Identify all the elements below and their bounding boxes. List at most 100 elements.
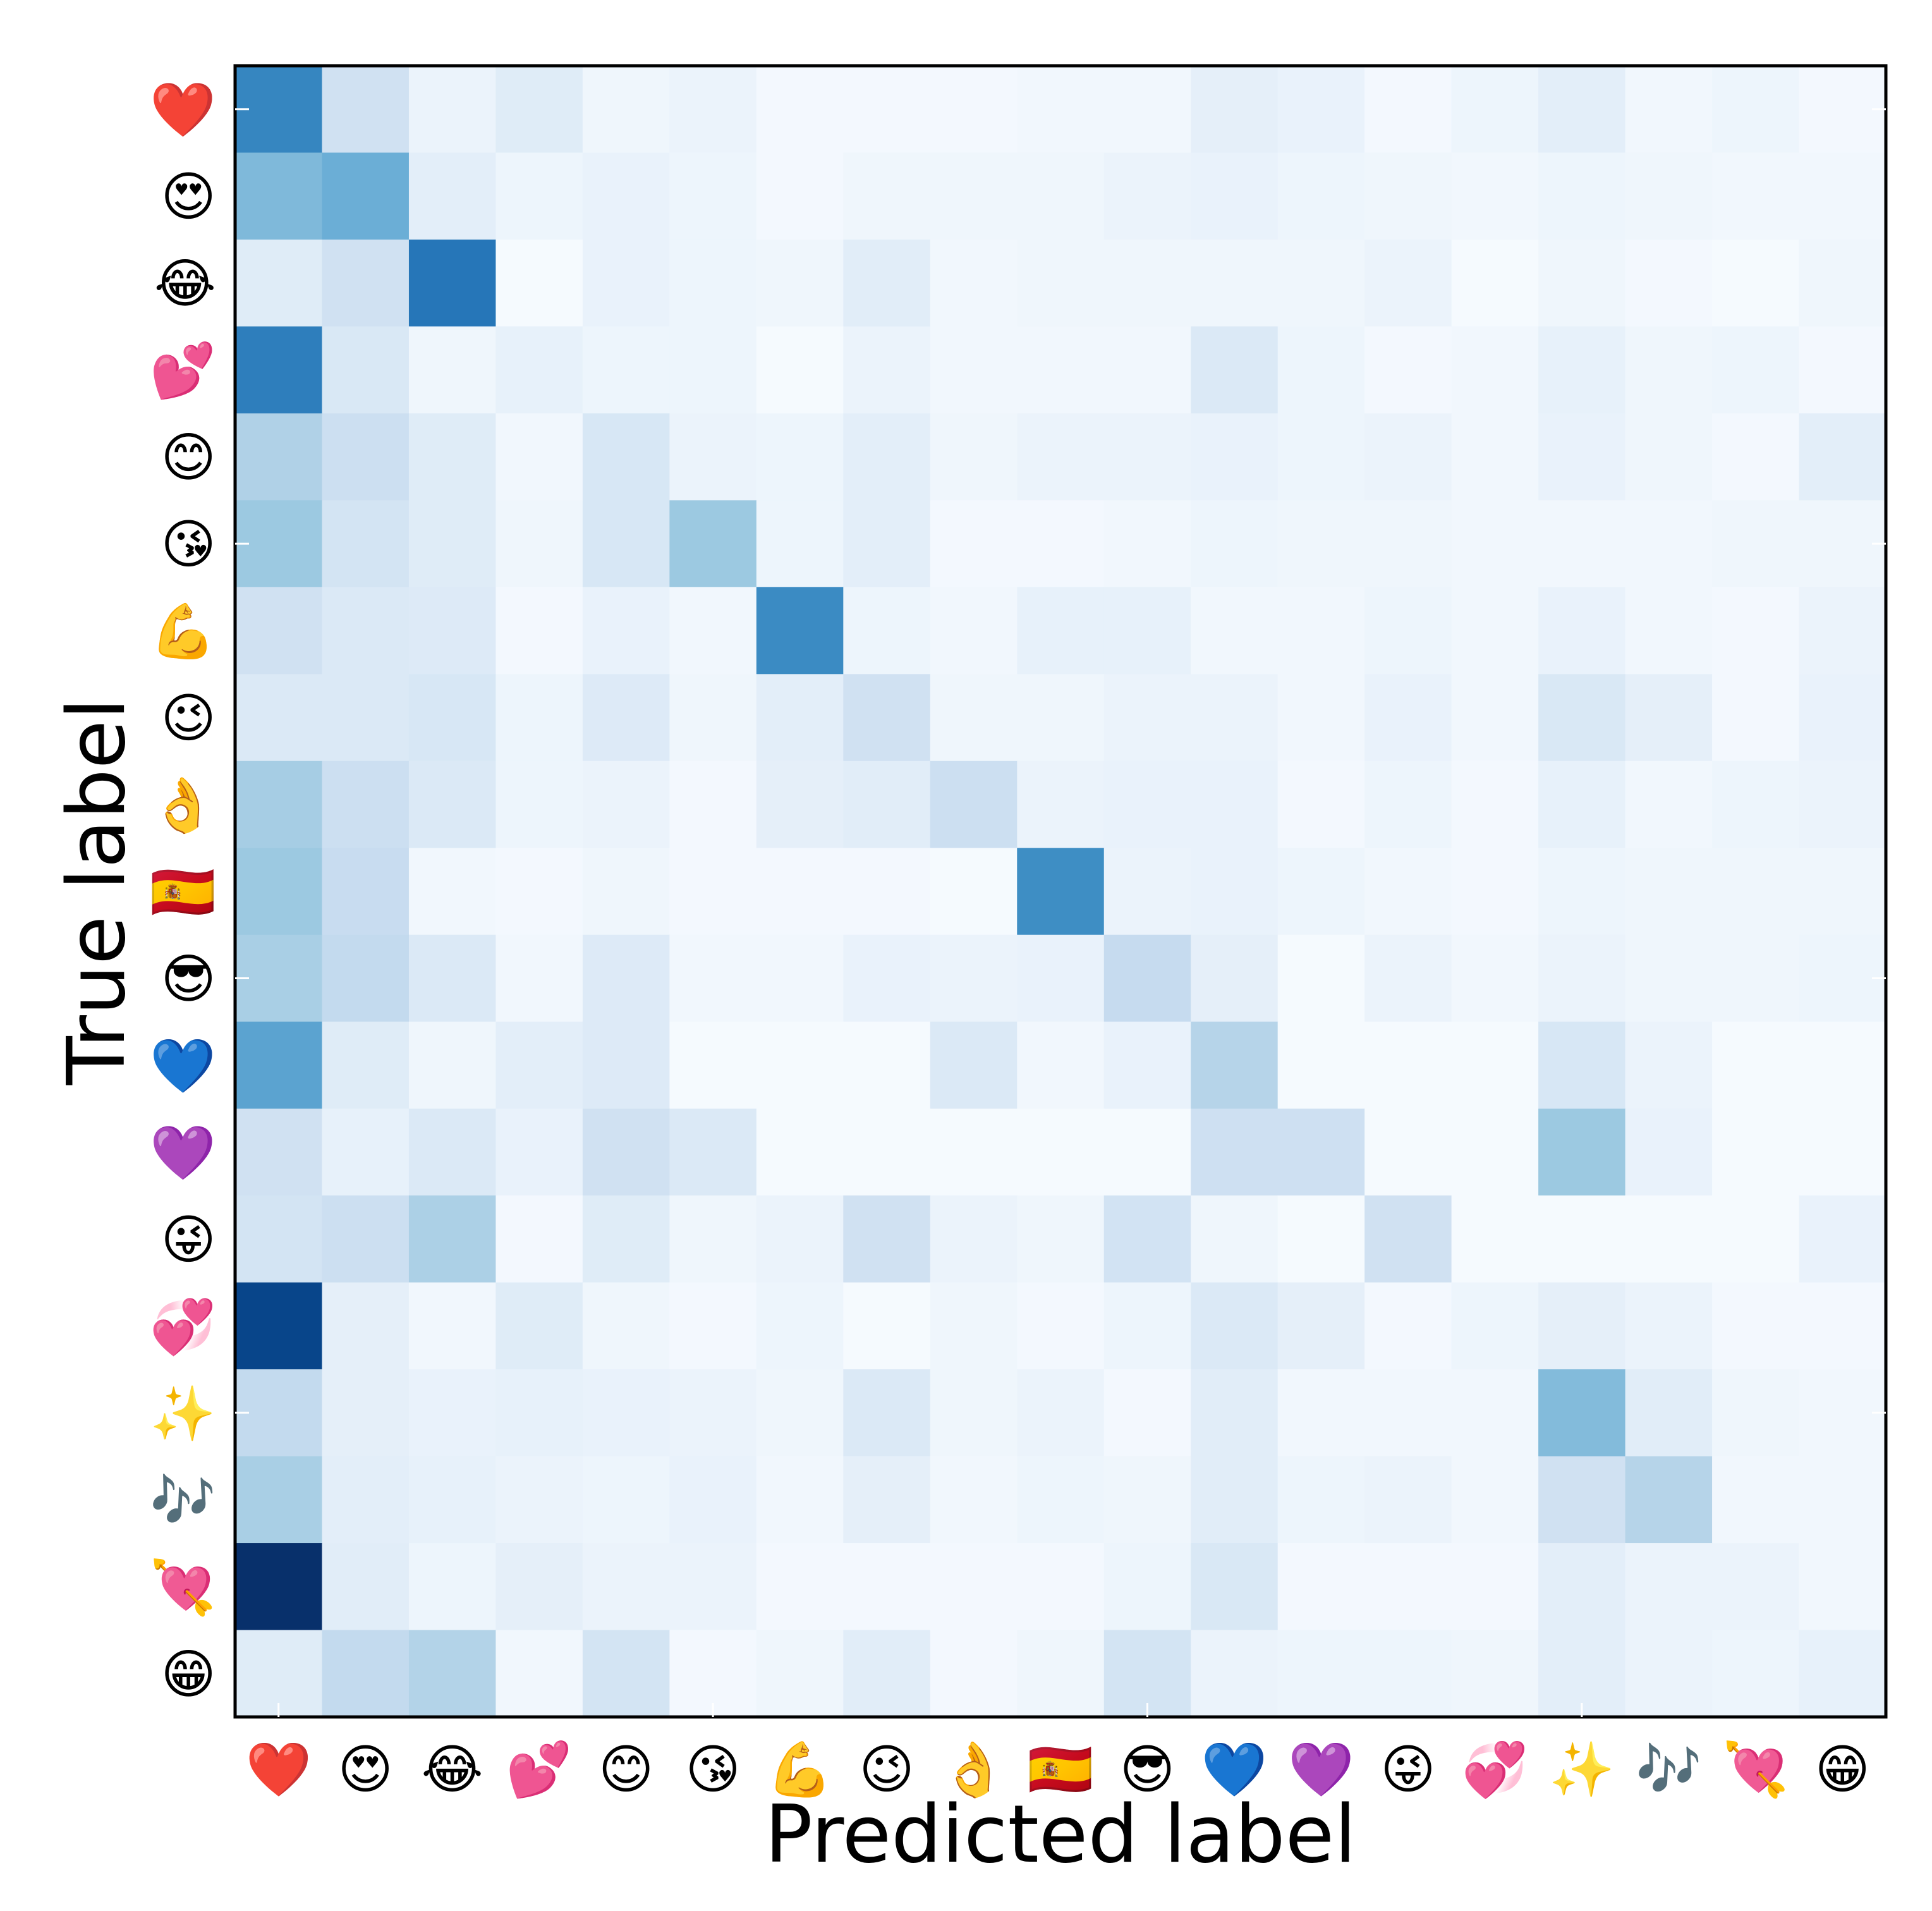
heatmap-cell-r9-c0 — [235, 848, 323, 936]
y-tick-label-10: 😎 — [161, 948, 216, 1010]
heatmap-cell-r0-c14 — [1451, 66, 1539, 154]
y-tick-label-15: ✨ — [150, 1383, 216, 1444]
heatmap-cell-r3-c16 — [1625, 326, 1713, 414]
heatmap-cell-r10-c9 — [1017, 934, 1105, 1022]
heatmap-cell-r0-c5 — [669, 66, 757, 154]
heatmap-cell-r15-c7 — [843, 1369, 931, 1457]
heatmap-cell-r13-c13 — [1364, 1195, 1452, 1283]
heatmap-cell-r9-c5 — [669, 848, 757, 936]
heatmap-cell-r11-c2 — [408, 1022, 497, 1109]
heatmap-cell-r2-c8 — [930, 239, 1018, 327]
heatmap-cell-r9-c13 — [1364, 848, 1452, 936]
heatmap-cell-r11-c6 — [756, 1022, 844, 1109]
heatmap-cell-r14-c7 — [843, 1282, 931, 1370]
heatmap-cell-r1-c6 — [756, 152, 844, 240]
heatmap-cell-r18-c15 — [1538, 1630, 1626, 1718]
heatmap-cell-r0-c9 — [1017, 66, 1105, 154]
heatmap-cell-r7-c18 — [1799, 674, 1886, 762]
heatmap-cell-r17-c8 — [930, 1543, 1018, 1631]
heatmap-cell-r3-c18 — [1799, 326, 1886, 414]
heatmap-cell-r1-c11 — [1191, 152, 1279, 240]
heatmap-cell-r16-c12 — [1277, 1456, 1365, 1544]
heatmap-cell-r5-c12 — [1277, 500, 1365, 588]
heatmap-cell-r0-c15 — [1538, 66, 1626, 154]
heatmap-cell-r4-c11 — [1191, 413, 1279, 501]
heatmap-cell-r3-c7 — [843, 326, 931, 414]
heatmap-cell-r10-c10 — [1103, 934, 1191, 1022]
heatmap-cell-r1-c9 — [1017, 152, 1105, 240]
heatmap-cell-r14-c13 — [1364, 1282, 1452, 1370]
y-tick-label-17: 💘 — [150, 1556, 216, 1618]
y-tick-label-2: 😂 — [154, 253, 216, 315]
heatmap-cell-r3-c2 — [408, 326, 497, 414]
x-tick-label-7: 😉 — [859, 1738, 914, 1800]
heatmap-cell-r9-c1 — [322, 848, 410, 936]
heatmap-cell-r1-c12 — [1277, 152, 1365, 240]
x-tick-label-10: 😎 — [1120, 1738, 1176, 1800]
heatmap-cell-r9-c17 — [1712, 848, 1800, 936]
heatmap-cell-r0-c7 — [843, 66, 931, 154]
heatmap-cell-r5-c14 — [1451, 500, 1539, 588]
heatmap-cell-r16-c13 — [1364, 1456, 1452, 1544]
heatmap-cell-r18-c13 — [1364, 1630, 1452, 1718]
heatmap-cell-r2-c18 — [1799, 239, 1886, 327]
y-tick-label-14: 💞 — [150, 1295, 216, 1357]
heatmap-cell-r3-c1 — [322, 326, 410, 414]
heatmap-cell-r18-c12 — [1277, 1630, 1365, 1718]
heatmap-cell-r10-c5 — [669, 934, 757, 1022]
heatmap-cell-r5-c3 — [495, 500, 583, 588]
heatmap-cell-r8-c5 — [669, 760, 757, 848]
heatmap-cell-r18-c10 — [1103, 1630, 1191, 1718]
heatmap-cell-r11-c17 — [1712, 1022, 1800, 1109]
heatmap-cell-r4-c9 — [1017, 413, 1105, 501]
y-tick-label-9: 🇪🇸 — [150, 861, 216, 923]
heatmap-cell-r2-c15 — [1538, 239, 1626, 327]
heatmap-cell-r4-c3 — [495, 413, 583, 501]
heatmap-cell-r17-c12 — [1277, 1543, 1365, 1631]
heatmap-cell-r1-c0 — [235, 152, 323, 240]
heatmap-cell-r11-c4 — [582, 1022, 670, 1109]
heatmap-cell-r0-c4 — [582, 66, 670, 154]
heatmap-cell-r5-c15 — [1538, 500, 1626, 588]
heatmap-cell-r7-c8 — [930, 674, 1018, 762]
y-tick-label-1: 😍 — [161, 166, 216, 228]
heatmap-cell-r10-c2 — [408, 934, 497, 1022]
heatmap-cell-r10-c15 — [1538, 934, 1626, 1022]
heatmap-cell-r5-c4 — [582, 500, 670, 588]
heatmap-cell-r1-c15 — [1538, 152, 1626, 240]
heatmap-cell-r7-c5 — [669, 674, 757, 762]
heatmap-cell-r0-c8 — [930, 66, 1018, 154]
heatmap-cell-r16-c7 — [843, 1456, 931, 1544]
heatmap-cell-r14-c10 — [1103, 1282, 1191, 1370]
heatmap-cell-r8-c8 — [930, 760, 1018, 848]
heatmap-cell-r15-c17 — [1712, 1369, 1800, 1457]
heatmap-cell-r17-c14 — [1451, 1543, 1539, 1631]
heatmap-cell-r10-c11 — [1191, 934, 1279, 1022]
axis-ticks — [235, 108, 1886, 1717]
heatmap-cell-r16-c10 — [1103, 1456, 1191, 1544]
heatmap-cell-r13-c5 — [669, 1195, 757, 1283]
heatmap-cell-r18-c7 — [843, 1630, 931, 1718]
heatmap-cell-r1-c17 — [1712, 152, 1800, 240]
heatmap-cell-r18-c17 — [1712, 1630, 1800, 1718]
heatmap-cell-r11-c11 — [1191, 1022, 1279, 1109]
heatmap-cell-r0-c13 — [1364, 66, 1452, 154]
heatmap-cell-r7-c10 — [1103, 674, 1191, 762]
heatmap-cell-r10-c8 — [930, 934, 1018, 1022]
heatmap-cell-r6-c14 — [1451, 587, 1539, 675]
heatmap-cell-r11-c9 — [1017, 1022, 1105, 1109]
heatmap-cell-r1-c10 — [1103, 152, 1191, 240]
heatmap-cell-r17-c16 — [1625, 1543, 1713, 1631]
heatmap-cell-r16-c6 — [756, 1456, 844, 1544]
heatmap-cell-r15-c18 — [1799, 1369, 1886, 1457]
heatmap-cell-r6-c7 — [843, 587, 931, 675]
y-tick-labels: ❤️ 😍 😂 💕 😊 😘 💪 😉 👌 🇪🇸 😎 💙 💜 😜 💞 ✨ 🎶 💘 😁 — [150, 79, 216, 1706]
heatmap-cell-r3-c12 — [1277, 326, 1365, 414]
x-tick-label-8: 👌 — [940, 1738, 1007, 1800]
heatmap-cell-r5-c8 — [930, 500, 1018, 588]
heatmap-cell-r0-c16 — [1625, 66, 1713, 154]
heatmap-cell-r11-c13 — [1364, 1022, 1452, 1109]
heatmap-cell-r14-c1 — [322, 1282, 410, 1370]
heatmap-cell-r17-c17 — [1712, 1543, 1800, 1631]
